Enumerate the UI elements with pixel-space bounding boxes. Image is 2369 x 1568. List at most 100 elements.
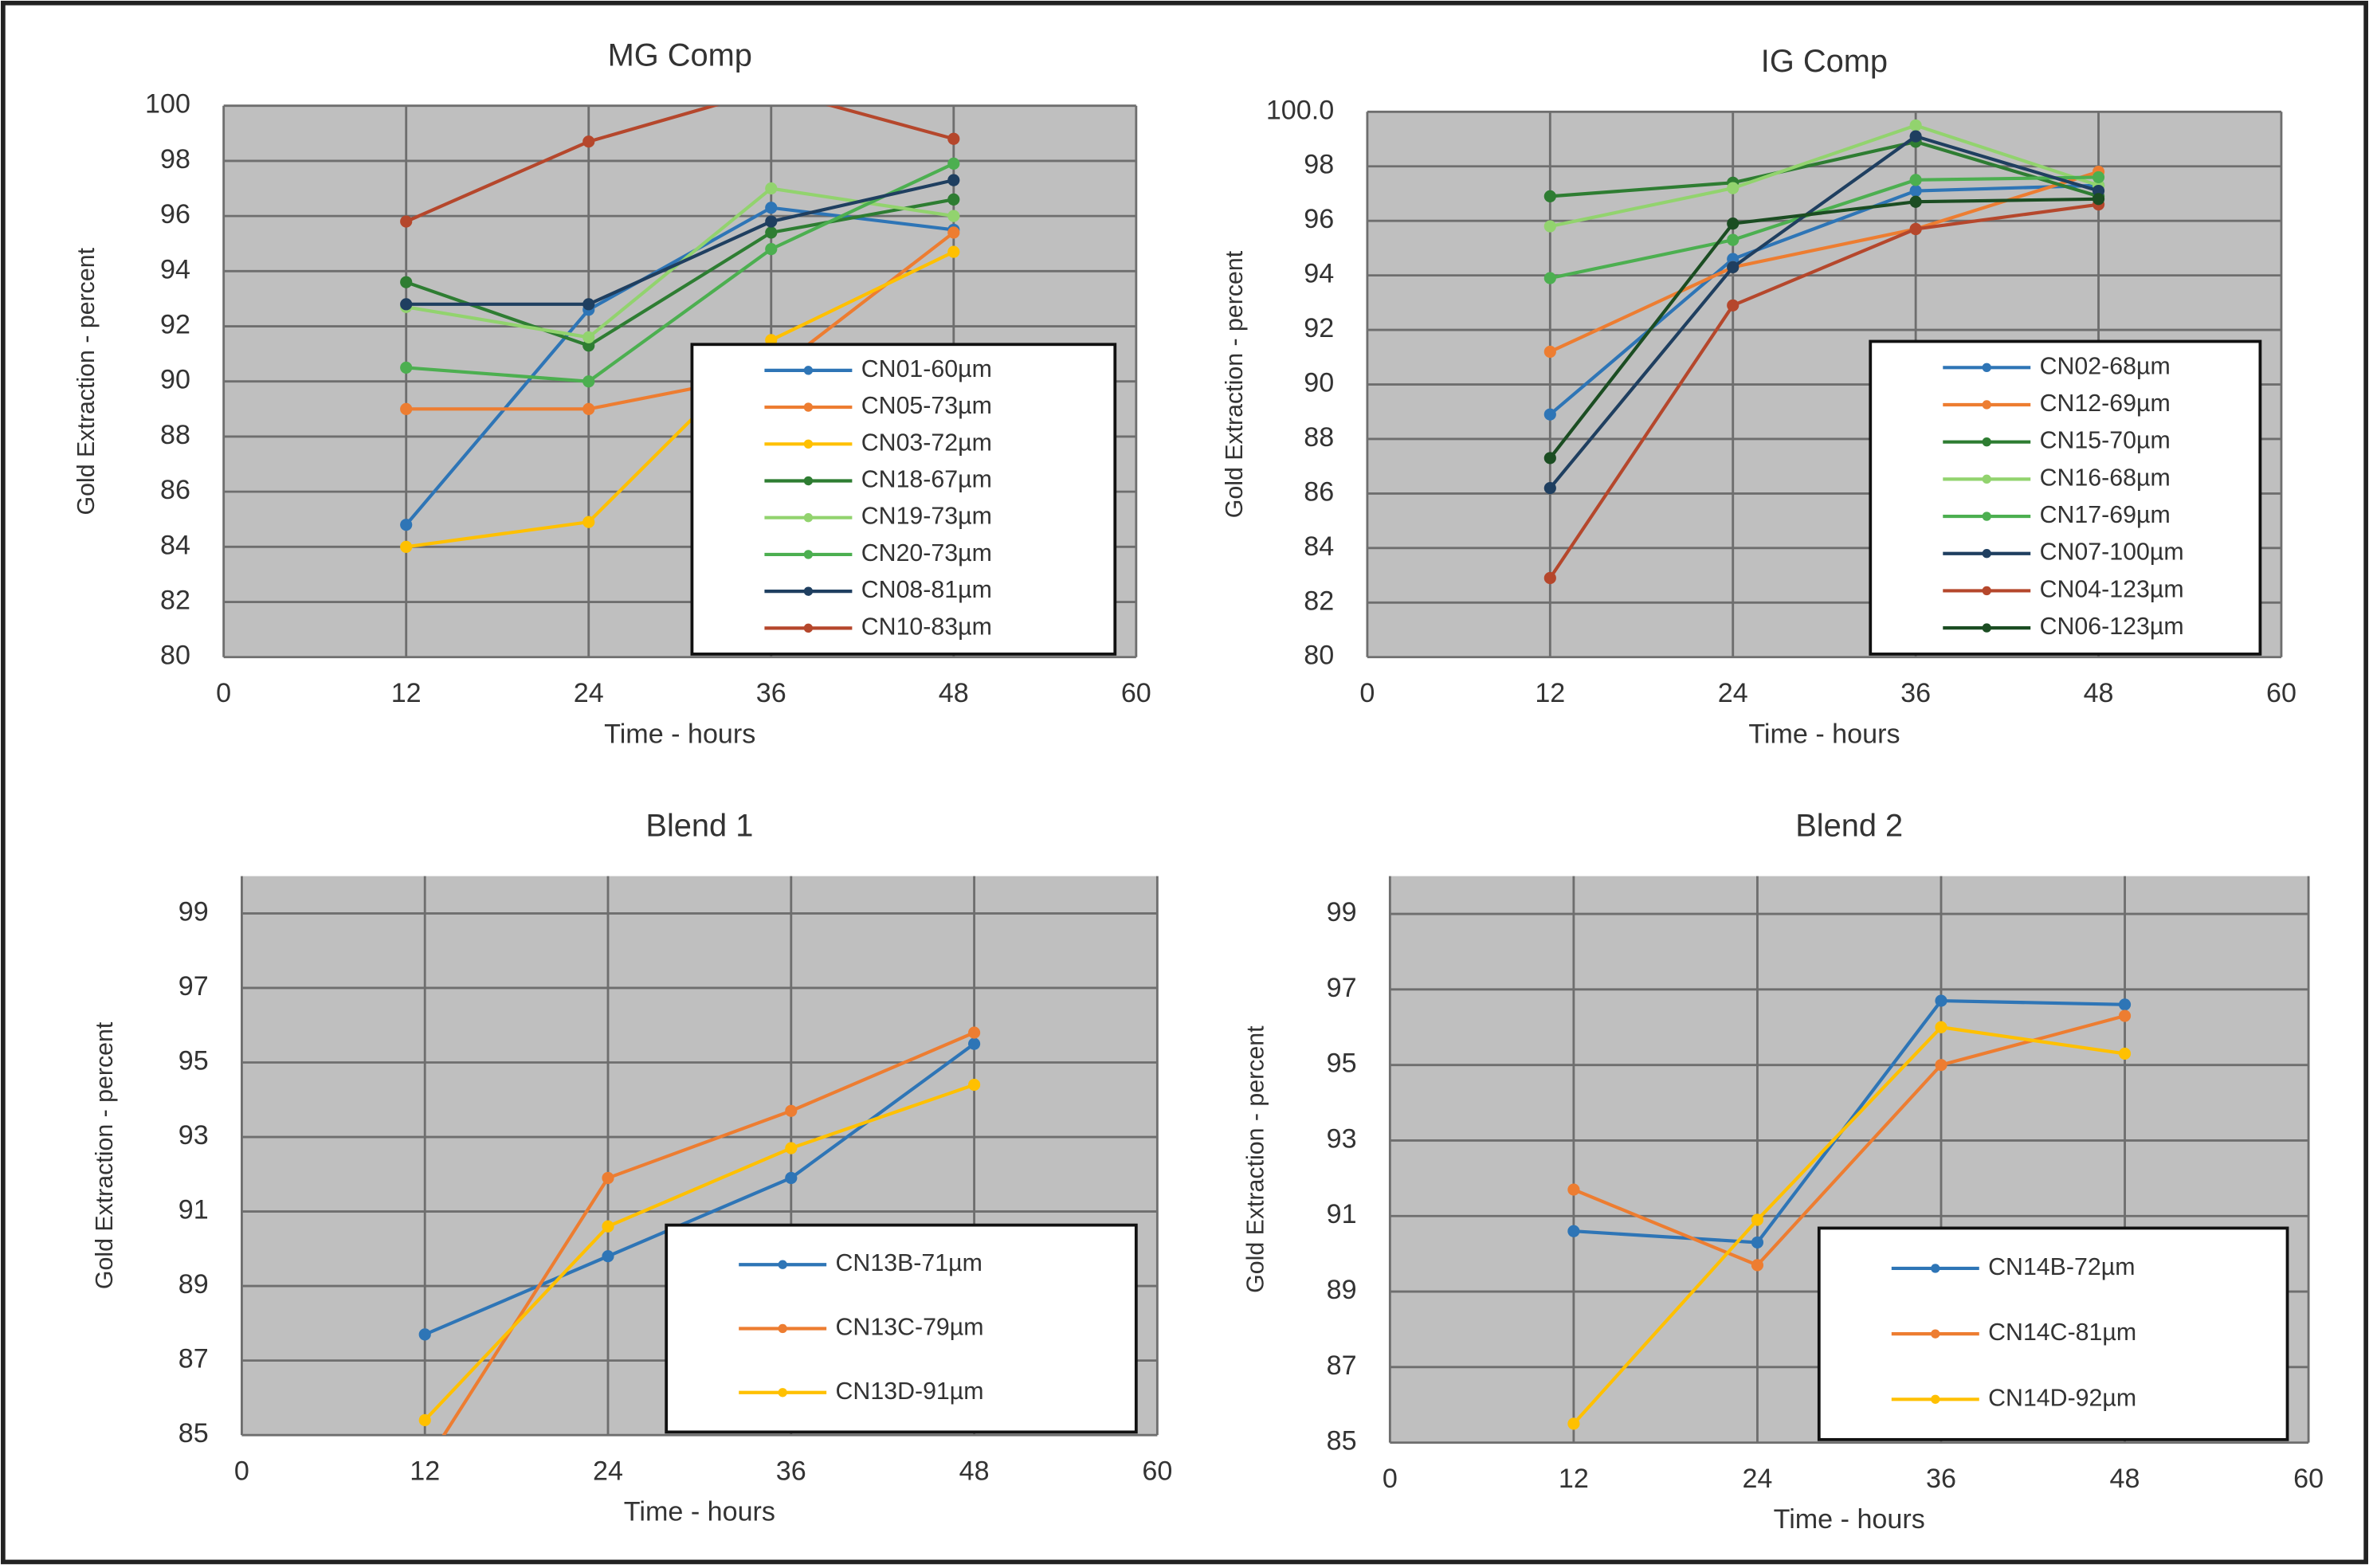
data-point bbox=[947, 226, 960, 239]
x-tick-label: 0 bbox=[1359, 678, 1375, 708]
y-tick-label: 98 bbox=[1304, 150, 1334, 180]
data-point bbox=[947, 245, 960, 258]
y-tick-label: 95 bbox=[1327, 1049, 1357, 1079]
chart-panel: 85 87 89 91 93 95 97 99 0 12 24 36 48 60 Blend 1 Time -… bbox=[92, 808, 1173, 1527]
series-line bbox=[1549, 123, 2100, 229]
data-point bbox=[602, 1220, 614, 1233]
y-tick-label: 95 bbox=[178, 1046, 209, 1076]
x-tick-label: 24 bbox=[593, 1456, 623, 1487]
data-point bbox=[765, 226, 778, 239]
data-point bbox=[1935, 1059, 1947, 1072]
data-point bbox=[1909, 195, 1922, 208]
data-point bbox=[400, 361, 413, 374]
legend: CN02-68µm CN12-69µm CN15-70µm CN16-68µm CN17… bbox=[1869, 339, 2262, 656]
data-point bbox=[418, 1413, 431, 1427]
data-point bbox=[400, 276, 413, 288]
data-point bbox=[582, 331, 595, 343]
x-axis-label: Time - hours bbox=[624, 1497, 775, 1527]
y-tick-label: 99 bbox=[178, 896, 209, 927]
data-point bbox=[1727, 233, 1739, 246]
data-point bbox=[2118, 1047, 2132, 1060]
x-tick-label: 48 bbox=[959, 1456, 990, 1487]
data-point bbox=[947, 193, 960, 206]
legend-marker bbox=[803, 476, 814, 486]
data-point bbox=[1751, 1236, 1764, 1249]
y-tick-label: 82 bbox=[1304, 586, 1334, 616]
legend-marker bbox=[803, 402, 814, 412]
x-tick-label: 36 bbox=[1900, 678, 1931, 708]
legend-label: CN18-67µm bbox=[861, 467, 992, 493]
data-point bbox=[1909, 184, 1922, 198]
data-point bbox=[1543, 481, 1556, 495]
plot-data bbox=[1543, 119, 2105, 585]
y-tick-label: 96 bbox=[1304, 204, 1334, 234]
x-tick-label: 60 bbox=[1121, 678, 1151, 708]
data-point bbox=[1543, 272, 1556, 284]
data-point bbox=[2118, 998, 2132, 1011]
legend-marker bbox=[803, 586, 814, 596]
data-point bbox=[2118, 1009, 2132, 1022]
legend-label: CN13C-79µm bbox=[836, 1315, 984, 1341]
data-point bbox=[1909, 119, 1922, 131]
x-tick-label: 0 bbox=[216, 678, 231, 708]
x-tick-label: 36 bbox=[1926, 1464, 1956, 1494]
legend-box bbox=[1869, 339, 2262, 656]
legend-label: CN13D-91µm bbox=[836, 1378, 984, 1405]
data-point bbox=[400, 298, 413, 311]
legend-label: CN04-123µm bbox=[2040, 576, 2184, 602]
x-tick-label: 48 bbox=[2084, 678, 2114, 708]
y-tick-label: 89 bbox=[178, 1269, 209, 1299]
legend-label: CN14B-72µm bbox=[1988, 1254, 2135, 1280]
y-tick-label: 94 bbox=[160, 254, 190, 284]
y-tick-label: 90 bbox=[1304, 368, 1334, 398]
legend-marker bbox=[803, 366, 814, 375]
y-tick-label: 86 bbox=[160, 475, 190, 505]
y-tick-label: 94 bbox=[1304, 259, 1334, 289]
data-point bbox=[765, 243, 778, 256]
series-line bbox=[424, 1042, 975, 1336]
y-tick-label: 88 bbox=[1304, 422, 1334, 453]
plot-data bbox=[1567, 994, 2132, 1430]
y-tick-label: 80 bbox=[160, 641, 190, 671]
x-tick-label: 12 bbox=[1535, 678, 1565, 708]
y-tick-label: 80 bbox=[1304, 641, 1334, 671]
data-point bbox=[2092, 171, 2105, 184]
data-point bbox=[967, 1026, 981, 1039]
y-tick-label: 92 bbox=[1304, 313, 1334, 343]
chart-panel: 80 82 84 86 88 90 92 94 96 98 100 0 12 24 36 48 60 MG Com… bbox=[73, 38, 1151, 750]
data-point bbox=[785, 1104, 798, 1117]
series-line bbox=[406, 162, 955, 383]
data-point bbox=[1727, 182, 1739, 194]
legend-label: CN06-123µm bbox=[2040, 613, 2184, 640]
y-tick-label: 86 bbox=[1304, 476, 1334, 507]
y-tick-label: 100.0 bbox=[1266, 95, 1334, 125]
legend: CN01-60µm CN05-73µm CN03-72µm CN18-67µm CN19… bbox=[690, 343, 1117, 656]
series-line bbox=[405, 206, 955, 527]
x-axis-label: Time - hours bbox=[604, 719, 755, 749]
chart-title: IG Comp bbox=[1761, 44, 1888, 79]
legend-box bbox=[690, 343, 1117, 656]
data-point bbox=[400, 540, 413, 553]
y-axis-label: Gold Extraction - percent bbox=[92, 1021, 118, 1289]
plot-data bbox=[400, 105, 960, 553]
legend-label: CN15-70µm bbox=[2040, 428, 2171, 454]
y-tick-label: 93 bbox=[1327, 1123, 1357, 1154]
data-point bbox=[1543, 452, 1556, 465]
y-tick-label: 85 bbox=[1327, 1426, 1357, 1456]
data-point bbox=[967, 1037, 981, 1050]
y-tick-label: 92 bbox=[160, 310, 190, 340]
x-tick-label: 24 bbox=[574, 678, 604, 708]
series-line bbox=[1548, 202, 2099, 579]
y-axis-label: Gold Extraction - percent bbox=[1222, 250, 1248, 518]
data-point bbox=[947, 157, 960, 170]
x-tick-label: 24 bbox=[1742, 1464, 1772, 1494]
data-point bbox=[1543, 190, 1556, 202]
data-point bbox=[765, 215, 778, 228]
legend-marker bbox=[778, 1323, 787, 1334]
legend-label: CN03-72µm bbox=[861, 429, 992, 456]
y-axis-label: Gold Extraction - percent bbox=[73, 247, 100, 515]
x-tick-label: 12 bbox=[410, 1456, 440, 1487]
legend-label: CN12-69µm bbox=[2040, 390, 2171, 417]
series-line bbox=[406, 231, 955, 411]
plot-data bbox=[418, 1026, 981, 1436]
